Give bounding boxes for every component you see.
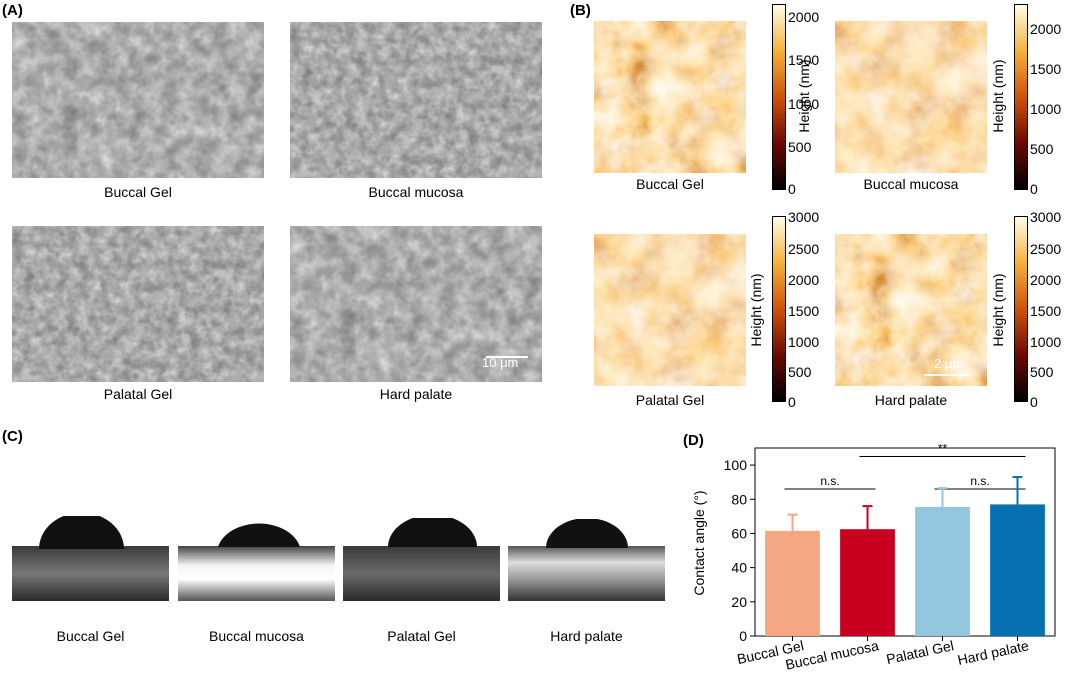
cb-tick: 2000 [788,9,820,25]
cb-tick: 500 [1030,364,1054,380]
significance-label: n.s. [820,474,839,488]
cb-tick: 2000 [788,272,820,288]
afm-scale-bar [924,374,970,376]
cb-tick: 3000 [788,209,820,225]
cb-tick: 0 [1030,181,1038,197]
bar-buccal-mucosa [840,529,895,636]
sem-image-hard-palate [290,226,542,382]
afm-colorbar-title: Height (nm) [796,59,812,133]
droplet-palatal-gel [388,518,477,547]
y-tick-label: 80 [731,491,747,507]
afm-colorbar-buccal-mucosa [1014,4,1028,190]
sem-caption-buccal-gel: Buccal Gel [104,184,172,200]
sem-image-buccal-mucosa [290,22,542,178]
cb-tick: 0 [1030,394,1038,410]
cb-tick: 0 [788,181,796,197]
afm-colorbar-title: Height (nm) [990,59,1006,133]
droplet-caption-buccal-gel: Buccal Gel [56,628,125,644]
droplet-buccal-mucosa [218,523,300,547]
bar-palatal-gel [915,506,970,636]
afm-image-buccal-mucosa [835,21,987,173]
afm-caption-hard-palate: Hard palate [874,392,948,408]
afm-caption-palatal-gel: Palatal Gel [635,392,705,408]
y-tick-label: 60 [731,525,747,541]
droplet-photo-hard-palate [508,546,665,601]
afm-colorbar-title: Height (nm) [748,273,764,347]
afm-image-buccal-gel [594,21,746,173]
plot-frame [754,447,1056,637]
afm-caption-buccal-mucosa: Buccal mucosa [863,176,959,192]
y-tick-label: 20 [731,594,747,610]
cb-tick: 0 [788,394,796,410]
droplet-caption-hard-palate: Hard palate [550,628,623,644]
cb-tick: 2000 [1030,21,1062,37]
droplet-caption-buccal-mucosa: Buccal mucosa [209,628,304,644]
sem-scale-bar [486,356,528,358]
droplet-hard-palate [546,519,628,548]
afm-image-hard-palate [835,234,987,386]
cb-tick: 1500 [1030,61,1062,77]
x-tick-label: Palatal Gel [885,637,955,667]
cb-tick: 1000 [788,96,820,112]
y-axis-label: Contact angle (°) [691,490,707,595]
cb-tick: 1000 [1030,334,1062,350]
afm-colorbar-palatal-gel [772,216,786,402]
x-tick-label: Hard palate [956,637,1030,668]
cb-tick: 1500 [788,52,820,68]
droplet-photo-buccal-mucosa [178,546,335,601]
panel-label-c: (C) [2,428,23,445]
sem-image-palatal-gel [12,226,264,382]
significance-label: n.s. [970,474,989,488]
droplet-photo-buccal-gel [12,546,169,601]
cb-tick: 1500 [788,303,820,319]
afm-colorbar-hard-palate [1014,216,1028,402]
cb-tick: 2000 [1030,272,1062,288]
afm-caption-buccal-gel: Buccal Gel [636,176,704,192]
afm-scale-bar-label: 2 μm [934,356,964,371]
y-tick-label: 40 [731,560,747,576]
bar-hard-palate [990,504,1045,636]
sem-scale-bar-label: 10 μm [482,355,519,370]
panel-label-a: (A) [2,2,23,19]
cb-tick: 500 [788,364,812,380]
y-tick-label: 100 [724,457,748,473]
significance-label: ** [938,442,948,456]
sem-caption-buccal-mucosa: Buccal mucosa [368,184,464,200]
droplet-photo-palatal-gel [343,546,500,601]
cb-tick: 3000 [1030,209,1062,225]
droplet-caption-palatal-gel: Palatal Gel [387,628,456,644]
sem-caption-palatal-gel: Palatal Gel [103,386,173,402]
cb-tick: 2500 [1030,241,1062,257]
panel-label-d: (D) [683,432,704,449]
afm-image-palatal-gel [594,234,746,386]
afm-colorbar-title: Height (nm) [990,273,1006,347]
y-tick-label: 0 [739,628,747,644]
panel-label-b: (B) [570,2,591,19]
cb-tick: 500 [788,139,812,155]
droplet-buccal-gel [39,516,124,549]
cb-tick: 2500 [788,241,820,257]
bar-buccal-gel [765,530,820,636]
sem-image-buccal-gel [12,22,264,178]
afm-colorbar-buccal-gel [772,4,786,190]
cb-tick: 500 [1030,141,1054,157]
cb-tick: 1500 [1030,303,1062,319]
sem-caption-hard-palate: Hard palate [379,386,453,402]
cb-tick: 1000 [788,334,820,350]
cb-tick: 1000 [1030,101,1062,117]
